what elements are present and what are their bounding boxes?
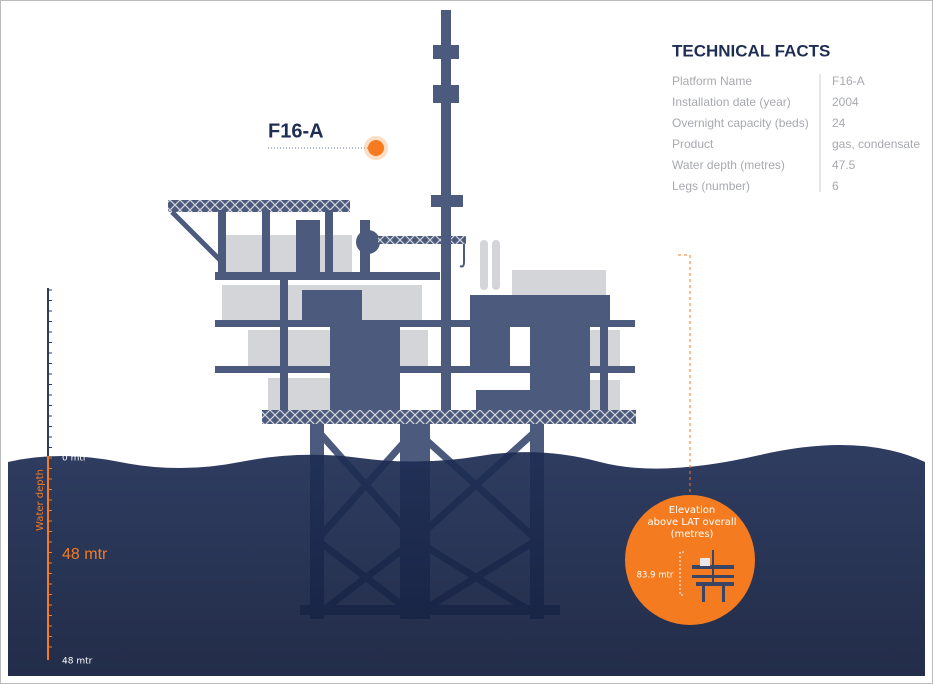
fact-value: 24	[832, 116, 846, 130]
sea	[8, 445, 925, 676]
label-dot	[368, 140, 384, 156]
callout-line	[678, 254, 691, 495]
fact-label: Platform Name	[672, 74, 752, 88]
fact-value: 6	[832, 179, 839, 193]
scale-bottom-label: 48 mtr	[62, 657, 93, 667]
fact-value: F16-A	[832, 74, 865, 88]
elevation-line: (metres)	[671, 529, 714, 540]
scale-top-label: 0 mtr	[62, 454, 87, 464]
facts-table: Platform Name F16-A Installation date (yea…	[672, 74, 920, 193]
fact-value: 47.5	[832, 158, 856, 172]
platform-label: F16-A	[268, 120, 324, 142]
platform	[168, 10, 636, 620]
depth-label: 48 mtr	[62, 546, 108, 563]
elevation-value: 83.9 mtr	[637, 571, 674, 581]
fact-value: 2004	[832, 95, 859, 109]
elevation-line: Elevation	[669, 505, 715, 516]
mini-platform	[692, 550, 734, 602]
fact-label: Installation date (year)	[672, 95, 791, 109]
fact-label: Water depth (metres)	[672, 158, 785, 172]
fact-label: Product	[672, 137, 714, 151]
fact-label: Legs (number)	[672, 179, 750, 193]
fact-label: Overnight capacity (beds)	[672, 116, 809, 130]
fact-value: gas, condensate	[832, 137, 920, 151]
scale-title: Water depth	[35, 469, 46, 531]
elevation-line: above LAT overall	[648, 517, 737, 528]
facts-title: TECHNICAL FACTS	[672, 41, 830, 60]
elevation-bracket	[679, 551, 684, 596]
scale-ticks	[48, 289, 52, 648]
